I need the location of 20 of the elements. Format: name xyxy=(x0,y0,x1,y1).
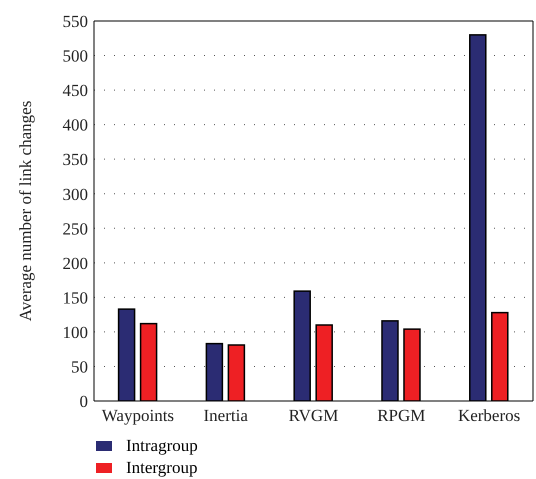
y-tick-label: 50 xyxy=(71,357,88,376)
y-tick-label: 100 xyxy=(62,322,88,342)
y-axis-title: Average number of link changes xyxy=(16,100,36,322)
x-tick-label: Kerberos xyxy=(458,406,520,426)
y-tick-label: 350 xyxy=(62,150,88,170)
y-tick-label: 0 xyxy=(80,392,88,412)
y-tick-label: 300 xyxy=(62,184,88,204)
y-tick-label: 400 xyxy=(62,116,88,135)
y-tick-label: 250 xyxy=(62,219,88,238)
x-tick-label: RPGM xyxy=(377,406,426,426)
y-tick-label: 150 xyxy=(62,288,88,308)
y-tick-label: 200 xyxy=(62,254,88,273)
y-tick-label: 450 xyxy=(62,81,88,100)
y-tick-label: 550 xyxy=(62,12,88,32)
x-tick-label: RVGM xyxy=(288,406,338,426)
legend-label: Intergroup xyxy=(126,458,198,478)
legend-label: Intragroup xyxy=(126,436,198,456)
x-tick-label: Waypoints xyxy=(102,406,174,426)
x-tick-label: Inertia xyxy=(204,406,248,426)
y-tick-label: 500 xyxy=(62,46,88,66)
